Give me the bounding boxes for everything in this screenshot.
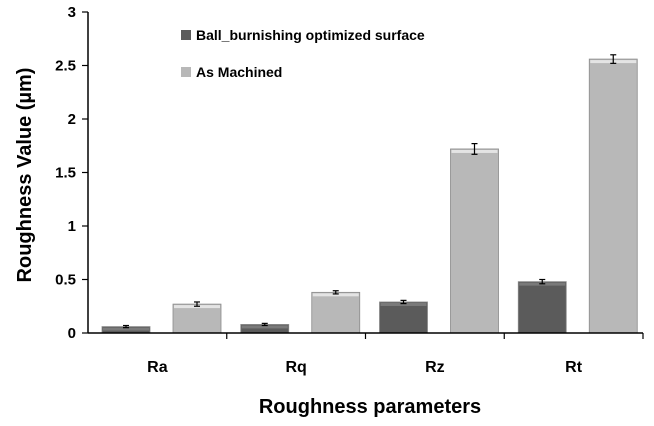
- bar-as-machined-rz: [450, 148, 499, 334]
- legend-swatch-ball-burnishing: [181, 30, 191, 40]
- legend-swatch-as-machined: [181, 67, 191, 77]
- y-tick-label: 3: [68, 4, 76, 21]
- y-tick-label: 2: [68, 111, 76, 128]
- x-category-label: Rt: [565, 359, 583, 376]
- legend-label-ball-burnishing: Ball_burnishing optimized surface: [196, 27, 425, 43]
- y-tick-label: 2.5: [55, 58, 76, 75]
- y-tick-label: 1: [68, 218, 76, 235]
- bar-as-machined-rq: [311, 291, 361, 334]
- bar-ball-burnishing-rt: [517, 281, 567, 334]
- y-axis-title: Roughness Value (µm): [14, 68, 36, 283]
- y-axis-ticks: 0 0.5 1 1.5 2 2.5 3: [55, 4, 88, 342]
- bar-as-machined-rt: [588, 58, 638, 334]
- bar-as-machined-ra: [172, 303, 222, 334]
- axes: [87, 12, 644, 339]
- bars: [101, 54, 638, 334]
- x-category-label: Rq: [285, 359, 306, 376]
- x-axis-category-labels: Ra Rq Rz Rt: [147, 359, 583, 376]
- y-tick-label: 0: [68, 325, 76, 342]
- x-axis-title: Roughness parameters: [259, 396, 481, 418]
- y-tick-label: 1.5: [55, 165, 76, 182]
- bar-top-highlight: [312, 293, 359, 297]
- y-tick-label: 0.5: [55, 272, 76, 289]
- legend-label-as-machined: As Machined: [196, 64, 282, 80]
- bar-top-highlight: [380, 302, 427, 306]
- bar-top-highlight: [103, 327, 149, 331]
- x-category-label: Rz: [425, 359, 445, 376]
- bar-ball-burnishing-rz: [379, 301, 428, 334]
- legend: Ball_burnishing optimized surface As Mac…: [181, 27, 425, 80]
- bar-top-highlight: [241, 325, 288, 329]
- x-category-label: Ra: [147, 359, 168, 376]
